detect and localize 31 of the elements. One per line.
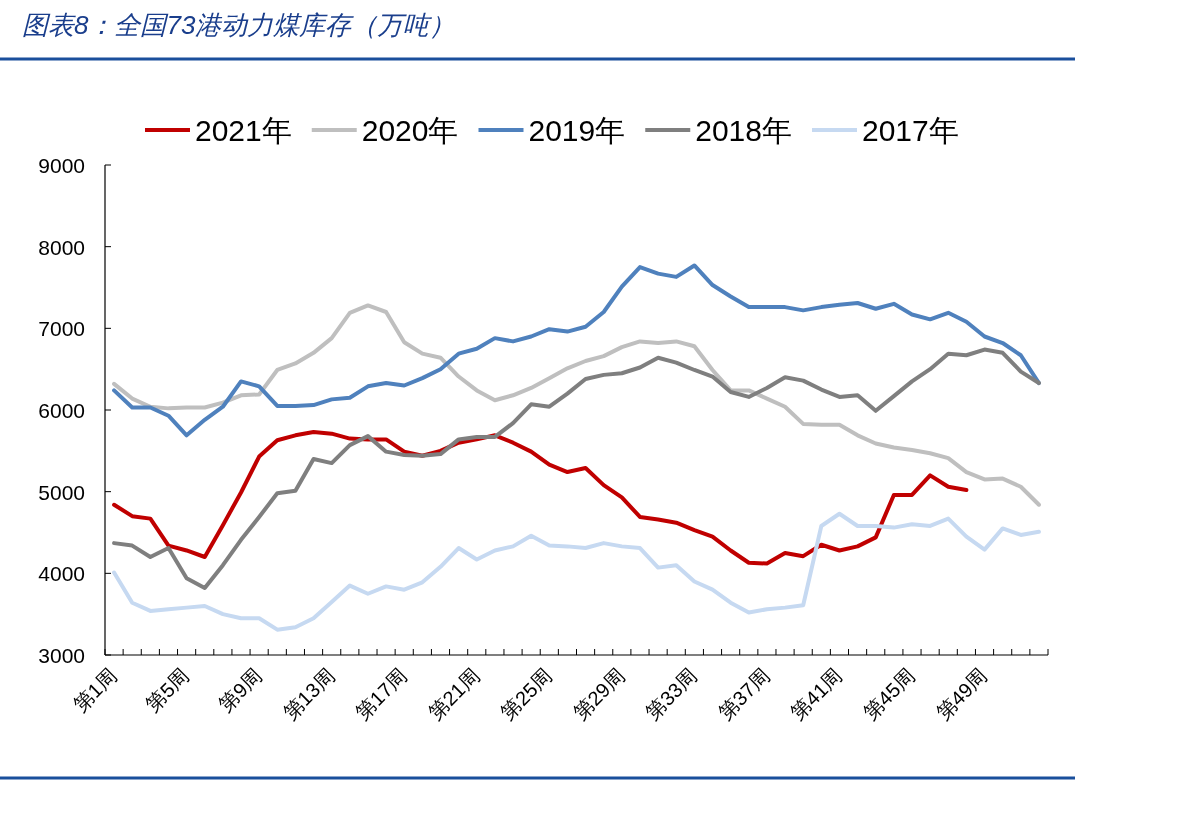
- x-tick-label: 第49周: [931, 664, 992, 724]
- y-tick-label: 4000: [38, 562, 85, 586]
- y-tick-label: 3000: [38, 644, 85, 667]
- line-series: [112, 347, 1041, 591]
- y-tick-label: 7000: [38, 317, 85, 341]
- y-tick-label: 5000: [38, 480, 85, 504]
- line-series: [112, 430, 969, 566]
- chart-title: 图表8：全国73港动力煤库存（万吨）: [22, 10, 456, 40]
- x-tick-label: 第5周: [141, 664, 194, 716]
- x-tick-label: 第13周: [278, 664, 339, 724]
- legend-label: 2017年: [862, 114, 959, 147]
- line-series: [112, 511, 1041, 632]
- x-tick-label: 第41周: [786, 664, 847, 724]
- x-tick-label: 第29周: [569, 664, 629, 724]
- x-tick-label: 第1周: [69, 664, 121, 716]
- x-tick-label: 第45周: [859, 664, 919, 724]
- line-series: [112, 263, 1041, 438]
- legend-label: 2019年: [528, 114, 626, 147]
- x-tick-label: 第21周: [424, 664, 484, 724]
- legend-label: 2021年: [195, 114, 292, 147]
- y-tick-label: 6000: [38, 399, 85, 422]
- legend-label: 2018年: [695, 114, 792, 147]
- x-tick-label: 第9周: [214, 664, 266, 716]
- y-tick-label: 8000: [38, 235, 85, 259]
- legend-label: 2020年: [361, 114, 459, 147]
- line-series: [112, 303, 1041, 507]
- x-tick-label: 第25周: [496, 664, 557, 724]
- x-tick-label: 第17周: [351, 664, 412, 724]
- x-tick-label: 第33周: [641, 664, 702, 724]
- y-tick-label: 9000: [38, 154, 85, 177]
- x-tick-label: 第37周: [714, 664, 774, 724]
